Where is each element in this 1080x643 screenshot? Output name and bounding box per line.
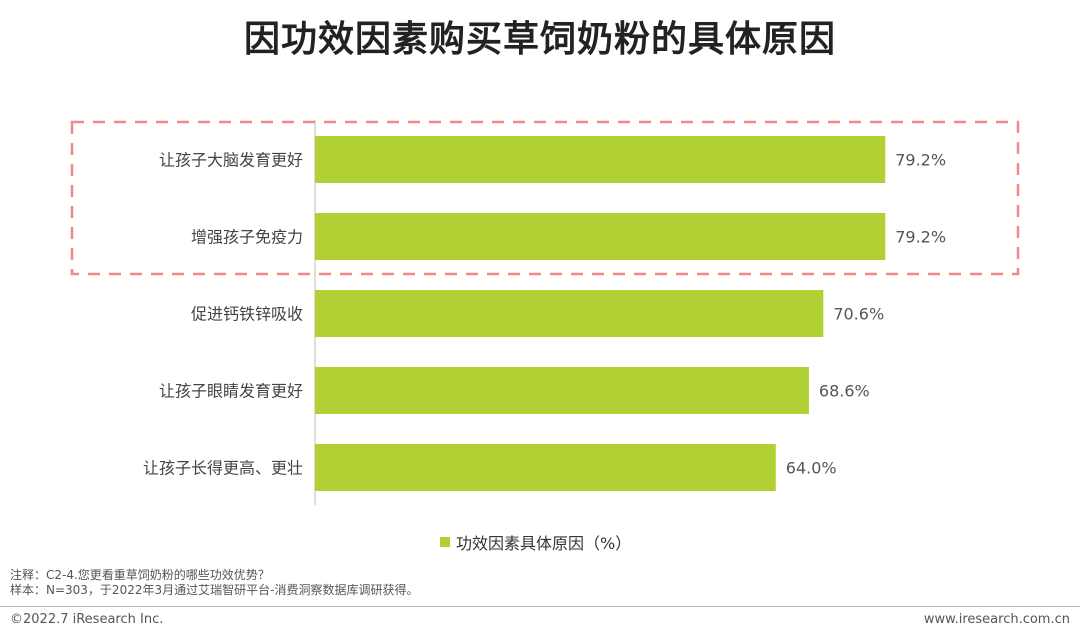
notes: 注释：C2-4.您更看重草饲奶粉的哪些功效优势？ 样本：N=303，于2022年… — [10, 568, 418, 598]
category-label: 让孩子长得更高、更壮 — [143, 459, 303, 478]
category-label: 促进钙铁锌吸收 — [191, 305, 303, 324]
bar — [315, 213, 886, 260]
bar — [315, 136, 886, 183]
bar-chart: 让孩子大脑发育更好 79.2% 增强孩子免疫力 79.2% 促进钙铁锌吸收 70.6% 让孩… — [70, 120, 1020, 505]
copyright: ©2022.7 iResearch Inc. — [10, 612, 164, 627]
bar — [315, 290, 824, 337]
value-label: 70.6% — [833, 305, 884, 324]
bars-layer: 让孩子大脑发育更好 79.2% 增强孩子免疫力 79.2% 促进钙铁锌吸收 70.6% 让孩… — [70, 120, 1020, 505]
category-label: 增强孩子免疫力 — [191, 228, 303, 247]
highlight-box — [70, 120, 1020, 276]
bar — [315, 444, 776, 491]
note-line-2: 样本：N=303，于2022年3月通过艾瑞智研平台-消费洞察数据库调研获得。 — [10, 583, 419, 597]
legend: 功效因素具体原因（%） — [440, 530, 631, 554]
note-line-1: 注释：C2-4.您更看重草饲奶粉的哪些功效优势？ — [10, 568, 270, 582]
chart-title: 因功效因素购买草饲奶粉的具体原因 — [243, 19, 836, 60]
legend-label: 功效因素具体原因（%） — [456, 534, 632, 553]
category-label: 让孩子大脑发育更好 — [159, 151, 303, 170]
value-label: 68.6% — [819, 382, 870, 401]
website-link[interactable]: www.iresearch.com.cn — [923, 612, 1070, 627]
legend-swatch — [440, 537, 450, 547]
category-label: 让孩子眼睛发育更好 — [159, 382, 303, 401]
value-label: 79.2% — [895, 151, 946, 170]
footer-divider — [0, 606, 1080, 607]
bar — [315, 367, 809, 414]
value-label: 79.2% — [895, 228, 946, 247]
value-label: 64.0% — [786, 459, 837, 478]
